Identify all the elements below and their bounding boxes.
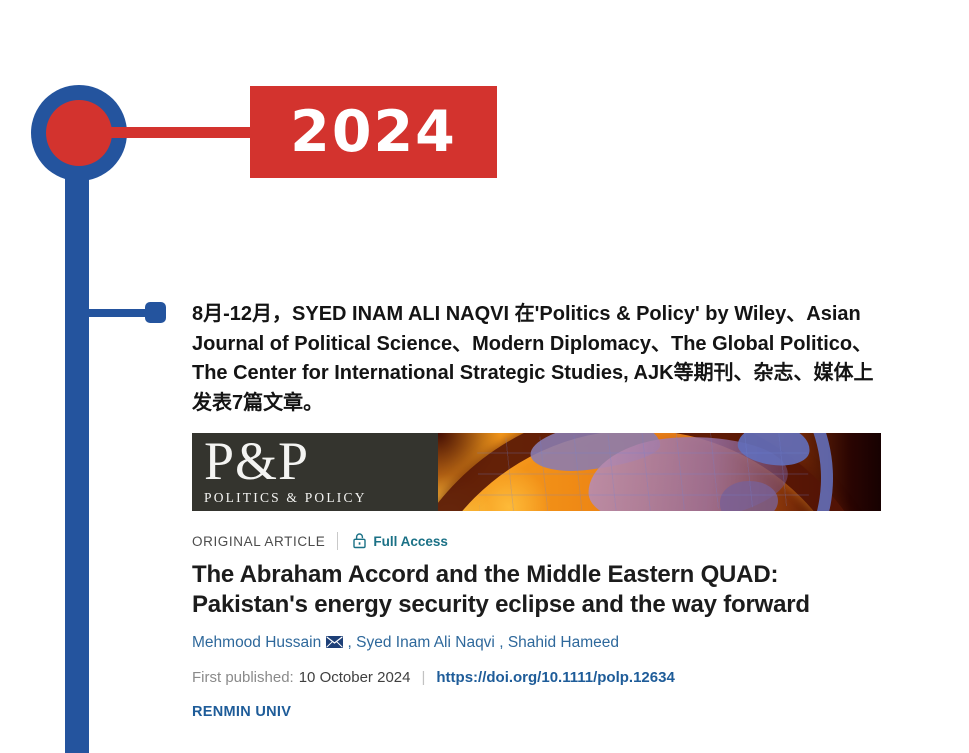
globe-artwork (438, 433, 881, 511)
timeline-year-connector (79, 127, 252, 138)
author-link[interactable]: Shahid Hameed (499, 634, 619, 651)
envelope-icon[interactable] (326, 635, 344, 653)
published-divider (421, 669, 425, 686)
author-link[interactable]: Syed Inam Ali Naqvi (348, 634, 495, 651)
meta-divider (337, 532, 339, 550)
author-link[interactable]: Mehmood Hussain (192, 634, 348, 651)
author-name[interactable]: Mehmood Hussain (192, 634, 322, 651)
globe-landmass (720, 481, 778, 511)
journal-logo: P&P POLITICS & POLICY (192, 433, 438, 511)
entry-branch-line (88, 309, 148, 317)
first-published-label: First published: (192, 669, 294, 686)
doi-link[interactable]: https://doi.org/10.1111/polp.12634 (436, 669, 675, 686)
entry-branch-marker (145, 302, 166, 323)
entry-description-line: 8月-12月，SYED INAM ALI NAQVI 在'Politics & … (192, 303, 861, 325)
journal-logo-subtitle: POLITICS & POLICY (204, 490, 367, 505)
first-published-date: 10 October 2024 (298, 669, 411, 686)
full-access-label: Full Access (373, 533, 448, 549)
timeline-vertical-line (65, 140, 89, 753)
entry-description-line: Journal of Political Science、Modern Dipl… (192, 332, 873, 355)
journal-banner-image[interactable]: P&P POLITICS & POLICY (192, 433, 881, 511)
article-type-label: ORIGINAL ARTICLE (192, 533, 326, 549)
article-title-link[interactable]: The Abraham Accord and the Middle Easter… (192, 561, 810, 618)
entry-description-line: The Center for International Strategic S… (192, 362, 874, 384)
published-row: First published: 10 October 2024 https:/… (192, 669, 675, 686)
entry-description: 8月-12月，SYED INAM ALI NAQVI 在'Politics & … (192, 300, 922, 418)
affiliation-link[interactable]: RENMIN UNIV (192, 704, 292, 720)
article-meta-row: ORIGINAL ARTICLE Full Access (192, 531, 448, 551)
entry-description-line: 发表7篇文章。 (192, 391, 324, 414)
year-badge: 2024 (250, 86, 497, 178)
journal-logo-title: P&P (204, 433, 310, 491)
authors-row: Mehmood Hussain Syed Inam Ali Naqvi Shah… (192, 634, 619, 652)
globe-grid-lines (476, 433, 810, 511)
open-lock-icon (352, 532, 367, 552)
